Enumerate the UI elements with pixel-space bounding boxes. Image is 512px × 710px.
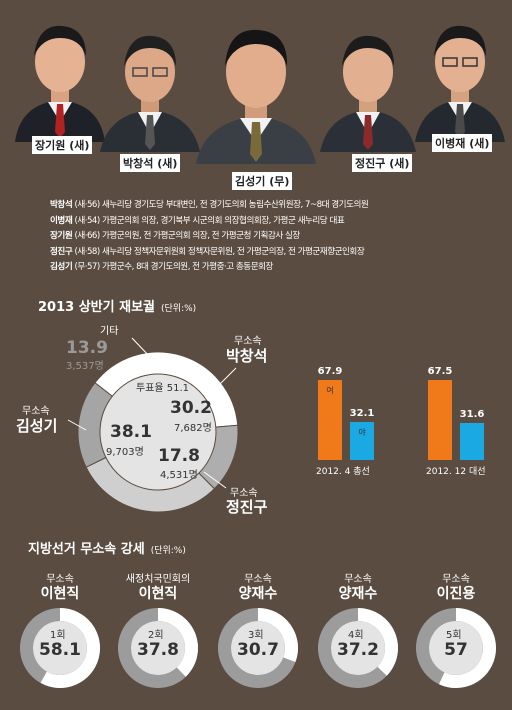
- vote-share: 37.8: [137, 640, 179, 660]
- bar: [460, 422, 484, 460]
- candidate-label: 김성기 (무): [232, 172, 293, 190]
- round-label: 4회: [348, 630, 364, 641]
- other-label: 기타: [100, 326, 119, 337]
- mini-donut: [19, 608, 100, 688]
- bar-value: 32.1: [349, 408, 375, 420]
- vote-share: 37.2: [337, 640, 379, 660]
- mini-donut: [117, 608, 198, 688]
- party-label: 무소속: [234, 336, 262, 347]
- party-label: 무소속: [344, 574, 372, 585]
- bio-line: 박창석 (새·56) 새누리당 경기도당 부대변인, 전 경기도의회 농림수산위…: [50, 200, 369, 210]
- local-election-item: 무소속 양재수 4회 37.2: [310, 560, 406, 700]
- donut-center: [429, 621, 483, 675]
- donut-share: [358, 608, 398, 676]
- candidate-name: 양재수: [238, 586, 278, 602]
- leader-line-0: [131, 337, 151, 358]
- portrait-1: 장기원 (새): [10, 12, 110, 154]
- party-label: 무소속: [244, 574, 272, 585]
- candidate-name: 김성기: [16, 417, 58, 435]
- bio-line: 정진구 (새·58) 새누리당 정책자문위원회 정책자문위원, 전 가평군의장,…: [50, 246, 365, 257]
- vote-share: 58.1: [39, 640, 81, 660]
- bar: [350, 422, 374, 460]
- donut-center: [33, 621, 87, 675]
- party-label: 새정치국민회의: [125, 574, 191, 585]
- donut-share: [438, 608, 496, 688]
- candidate-name: 양재수: [338, 586, 378, 602]
- bar-value: 67.9: [317, 365, 343, 377]
- other-value: 13.9: [66, 338, 108, 358]
- donut-center: [231, 621, 285, 675]
- mini-donut: [317, 608, 398, 688]
- park-votes: 7,682명: [174, 423, 212, 434]
- section2-title: 지방선거 무소속 강세 (단위:%): [28, 542, 186, 557]
- local-election-item: 새정치국민회의 이현직 2회 37.8: [110, 560, 206, 700]
- donut-center: [131, 621, 185, 675]
- donut-share: [158, 608, 198, 677]
- party-label: 무소속: [22, 406, 50, 417]
- bar-series-label: 여: [326, 385, 334, 395]
- leader-line-3: [203, 471, 227, 489]
- local-election-item: 무소속 이진용 5회 57: [408, 560, 504, 700]
- portrait-2: 박창석 (새): [100, 22, 200, 172]
- vote-share: 57: [444, 640, 468, 660]
- kim-votes: 9,703명: [106, 447, 144, 458]
- bar-category: 2012. 4 총선: [316, 467, 370, 477]
- other-votes: 3,537명: [66, 361, 104, 372]
- bar-value: 31.6: [459, 408, 485, 420]
- round-label: 3회: [248, 630, 264, 641]
- candidate-name: 이진용: [436, 586, 476, 602]
- candidate-label: 이병재 (새): [432, 134, 493, 152]
- bar: [318, 379, 342, 460]
- mini-donut: [217, 608, 298, 688]
- bar-series-label: 야: [358, 428, 366, 438]
- round-label: 2회: [148, 630, 164, 641]
- bio-line: 김성기 (무·57) 가평군수, 8대 경기도의원, 전 가평중·고 총동문회장: [50, 262, 273, 272]
- bio-line: 장기원 (새·66) 가평군의원, 전 가평군의회 의장, 전 가평군청 기획감…: [50, 231, 300, 241]
- candidate-name: 정진구: [226, 498, 268, 516]
- turnout-label: 투표율 51.1: [136, 383, 190, 394]
- candidate-bios: 박창석 (새·56) 새누리당 경기도당 부대변인, 전 경기도의회 농림수산위…: [50, 198, 490, 276]
- portrait-5: 이병재 (새): [410, 12, 510, 152]
- local-election-item: 무소속 이현직 1회 58.1: [12, 560, 108, 700]
- vote-share: 30.7: [237, 640, 279, 660]
- party-label: 무소속: [230, 488, 258, 499]
- candidate-name: 이현직: [40, 586, 80, 602]
- bar-value: 67.5: [427, 366, 453, 378]
- local-election-item: 무소속 양재수 3회 30.7: [210, 560, 306, 700]
- leader-line-2: [67, 419, 87, 431]
- candidate-label: 정진구 (새): [352, 154, 413, 172]
- portrait-3: 김성기 (무): [196, 14, 316, 190]
- candidate-name: 박창석: [226, 347, 268, 365]
- donut-slice-3: [77, 382, 113, 468]
- jung-votes: 4,531명: [160, 470, 198, 481]
- candidate-label: 장기원 (새): [32, 136, 93, 154]
- round-label: 5회: [446, 630, 462, 641]
- round-label: 1회: [50, 630, 66, 641]
- donut-center: [100, 374, 216, 490]
- party-label: 무소속: [46, 574, 74, 585]
- donut-center: [331, 621, 385, 675]
- jung-value: 17.8: [158, 446, 200, 466]
- portrait-4: 정진구 (새): [318, 22, 418, 172]
- candidate-portraits: 장기원 (새) 박창석 (새): [0, 0, 512, 196]
- donut-share: [258, 608, 298, 663]
- park-value: 30.2: [170, 398, 212, 418]
- candidate-label: 박창석 (새): [120, 154, 181, 172]
- bio-line: 이병재 (새·54) 가평군의회 의장, 경기북부 시군의회 의장협의회장, 가…: [50, 215, 345, 226]
- donut-share: [40, 608, 100, 688]
- mini-donut: [415, 608, 496, 688]
- candidate-name: 이현직: [138, 586, 178, 602]
- kim-value: 38.1: [110, 422, 152, 442]
- section1-title: 2013 상반기 재보궐 (단위:%): [38, 300, 197, 315]
- leader-line-1: [211, 367, 237, 393]
- bar: [428, 380, 452, 460]
- bar-category: 2012. 12 대선: [426, 467, 486, 477]
- party-label: 무소속: [442, 574, 470, 585]
